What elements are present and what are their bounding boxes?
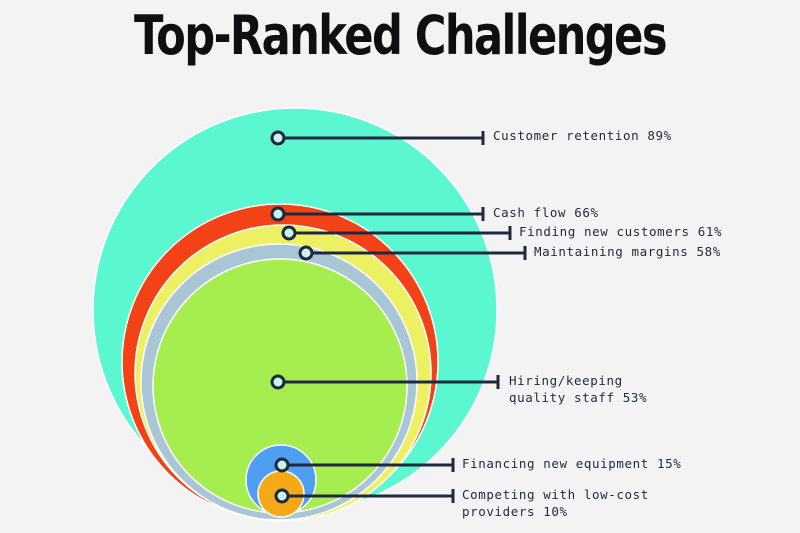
marker-finding-new-customers (281, 225, 297, 241)
marker-hiring-keeping-quality-staff (270, 374, 286, 390)
label-finding-new-customers: Finding new customers 61% (519, 224, 722, 239)
marker-financing-new-equipment (274, 457, 290, 473)
chart-title: Top-Ranked Challenges (134, 4, 667, 67)
marker-cash-flow (270, 206, 286, 222)
label-competing-with-low-cost-providers: Competing with low-cost providers 10% (462, 487, 649, 519)
label-customer-retention: Customer retention 89% (493, 128, 672, 143)
label-financing-new-equipment: Financing new equipment 15% (462, 456, 681, 471)
leaders-group: Customer retention 89% Cash flow 66% Findi… (270, 128, 722, 519)
marker-competing-with-low-cost-providers (274, 488, 290, 504)
label-hiring-keeping-quality-staff: Hiring/keeping quality staff 53% (509, 373, 647, 405)
label-cash-flow: Cash flow 66% (493, 205, 599, 220)
bubbles-group (92, 107, 498, 522)
label-maintaining-margins: Maintaining margins 58% (534, 244, 721, 259)
marker-customer-retention (270, 130, 286, 146)
marker-maintaining-margins (298, 245, 314, 261)
